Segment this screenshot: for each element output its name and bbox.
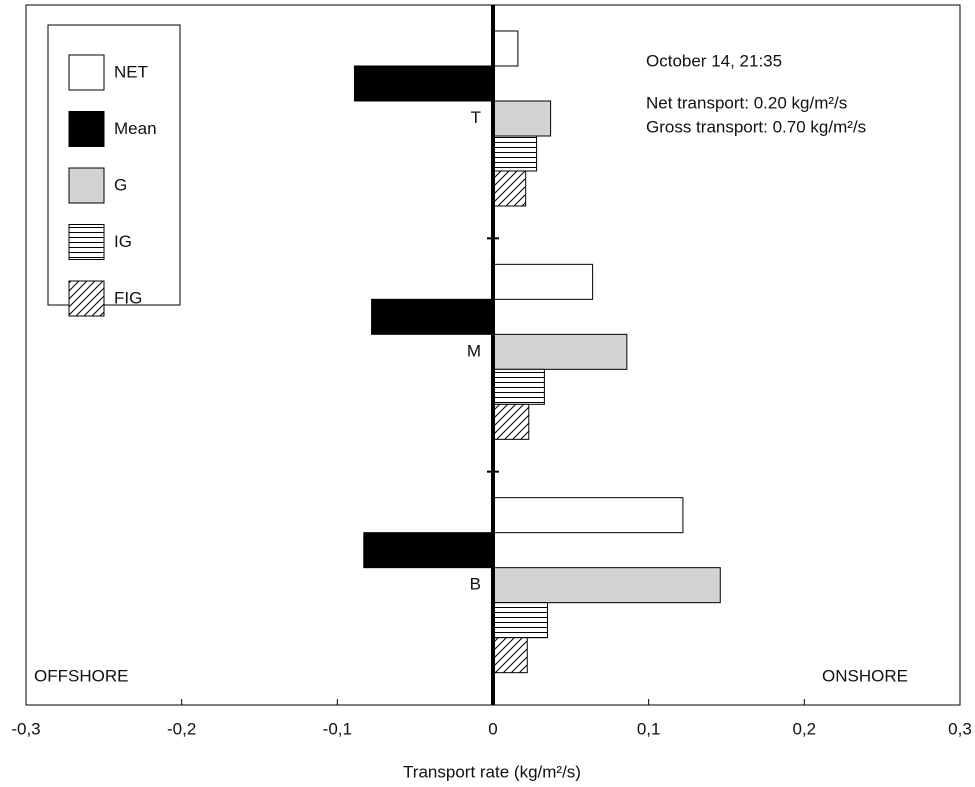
legend-label: G bbox=[114, 175, 127, 194]
annotation: October 14, 21:35 bbox=[646, 51, 782, 70]
legend-swatch bbox=[68, 167, 105, 204]
legend-swatch bbox=[68, 224, 105, 260]
bar bbox=[492, 602, 548, 639]
bar bbox=[492, 368, 545, 405]
offshore-label: OFFSHORE bbox=[34, 666, 128, 685]
legend-swatch bbox=[68, 54, 105, 91]
annotation: Gross transport: 0.70 kg/m²/s bbox=[646, 117, 866, 136]
x-tick-label: 0,2 bbox=[793, 719, 817, 738]
x-tick-label: 0 bbox=[488, 719, 497, 738]
bar bbox=[363, 532, 494, 569]
legend-label: Mean bbox=[114, 119, 157, 138]
bar bbox=[353, 65, 494, 102]
category-label: T bbox=[471, 108, 481, 127]
x-tick-label: -0,3 bbox=[11, 719, 40, 738]
x-axis-label: Transport rate (kg/m²/s) bbox=[403, 762, 581, 781]
bar bbox=[492, 30, 519, 67]
legend-label: FIG bbox=[114, 288, 142, 307]
category-label: M bbox=[467, 341, 481, 360]
legend-swatch bbox=[68, 280, 105, 317]
category-label: B bbox=[470, 575, 481, 594]
bar bbox=[492, 637, 528, 674]
bar bbox=[492, 333, 628, 370]
bar bbox=[492, 263, 594, 300]
annotation: Net transport: 0.20 kg/m²/s bbox=[646, 93, 847, 112]
legend-label: NET bbox=[114, 62, 148, 81]
bar bbox=[492, 497, 684, 534]
legend-swatch bbox=[68, 111, 105, 147]
bar bbox=[492, 170, 527, 207]
bar bbox=[492, 567, 721, 604]
x-tick-label: -0,2 bbox=[167, 719, 196, 738]
bar bbox=[492, 100, 552, 137]
bar bbox=[492, 403, 530, 440]
x-tick-label: 0,1 bbox=[637, 719, 661, 738]
onshore-label: ONSHORE bbox=[822, 666, 908, 685]
bar bbox=[492, 135, 538, 172]
x-tick-label: 0,3 bbox=[948, 719, 972, 738]
bar bbox=[371, 298, 494, 335]
x-tick-label: -0,1 bbox=[323, 719, 352, 738]
legend-label: IG bbox=[114, 232, 132, 251]
